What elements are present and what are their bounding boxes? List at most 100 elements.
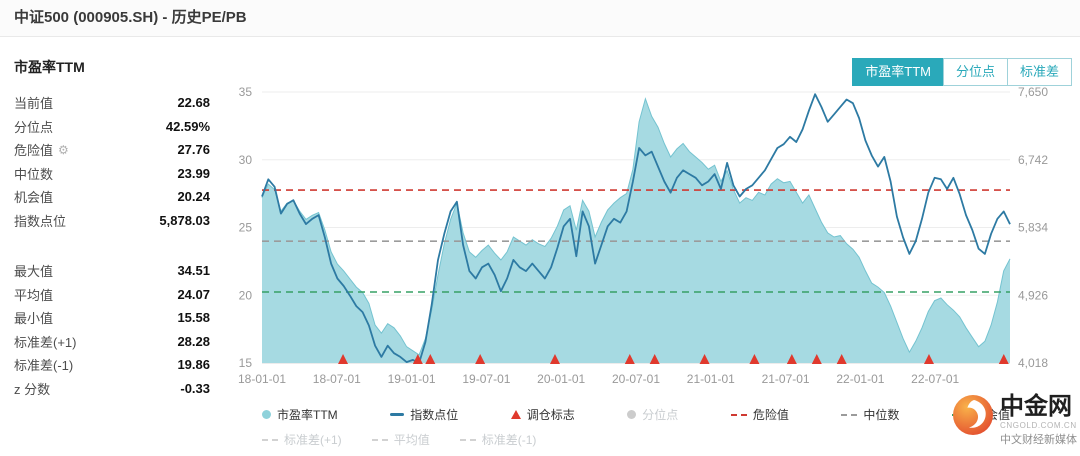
stat-row: 机会值 20.24 xyxy=(14,185,210,209)
stat-row: z 分数 -0.33 xyxy=(14,377,210,401)
legend-label: 指数点位 xyxy=(410,408,459,422)
rebalance-marker xyxy=(836,354,847,364)
dash-icon xyxy=(841,413,858,416)
legend-label: 市盈率TTM xyxy=(277,408,338,422)
y-axis-right-label: 7,650 xyxy=(1018,85,1048,99)
x-axis-label: 22-01-01 xyxy=(836,372,884,386)
stats-group-main: 当前值 22.68 分位点 42.59% 危险值 ⚙ 27.76 中位数 23.99 机会值 20.… xyxy=(14,91,210,232)
dash-icon xyxy=(730,413,747,416)
tab-stddev[interactable]: 标准差 xyxy=(1006,58,1072,86)
stat-row: 中位数 23.99 xyxy=(14,162,210,186)
x-axis-label: 20-07-01 xyxy=(612,372,660,386)
stat-label: 最大值 xyxy=(14,264,54,280)
stat-row: 危险值 ⚙ 27.76 xyxy=(14,138,210,162)
rebalance-marker xyxy=(624,354,635,364)
legend-item-percentile[interactable]: 分位点 xyxy=(627,406,678,423)
x-axis-label: 18-01-01 xyxy=(238,372,286,386)
legend-row-secondary: 标准差(+1) 平均值 标准差(-1) xyxy=(262,431,1010,448)
rebalance-marker xyxy=(649,354,660,364)
rebalance-marker xyxy=(549,354,560,364)
watermark-brand: 中金网 xyxy=(1000,393,1072,420)
y-axis-right-label: 6,742 xyxy=(1018,153,1048,167)
dash-icon xyxy=(459,438,476,441)
stat-label: 中位数 xyxy=(14,166,54,182)
rebalance-marker xyxy=(749,354,760,364)
legend-label: 分位点 xyxy=(642,408,679,422)
x-axis-label: 19-01-01 xyxy=(388,372,436,386)
rebalance-marker xyxy=(425,354,436,364)
triangle-icon xyxy=(510,410,521,419)
settings-gear-icon[interactable]: ⚙ xyxy=(58,142,69,157)
rebalance-marker xyxy=(475,354,486,364)
tab-percentile[interactable]: 分位点 xyxy=(942,58,1008,86)
rebalance-marker xyxy=(699,354,710,364)
y-axis-left-label: 25 xyxy=(239,221,253,235)
legend-label: 标准差(+1) xyxy=(284,433,342,447)
watermark-text: 中金网 CNGOLD.COM.CN 中文财经新媒体 xyxy=(1000,394,1077,447)
stat-value: 15.58 xyxy=(177,310,210,326)
y-axis-left-label: 30 xyxy=(239,153,253,167)
stat-value: 19.86 xyxy=(177,357,210,373)
stat-label: 标准差(+1) xyxy=(14,334,77,350)
stat-label: 指数点位 xyxy=(14,213,67,229)
watermark-slogan: 中文财经新媒体 xyxy=(1000,434,1077,446)
stat-label: z 分数 xyxy=(14,381,51,397)
watermark: 中金网 CNGOLD.COM.CN 中文财经新媒体 xyxy=(952,394,1077,447)
stat-value: -0.33 xyxy=(180,380,210,396)
legend-label: 平均值 xyxy=(393,433,430,447)
stat-row: 分位点 42.59% xyxy=(14,115,210,139)
rebalance-marker xyxy=(811,354,822,364)
stat-label: 平均值 xyxy=(14,287,54,303)
rebalance-marker xyxy=(998,354,1009,364)
stat-row: 平均值 24.07 xyxy=(14,283,210,307)
stat-value: 27.76 xyxy=(177,142,210,158)
x-axis-label: 18-07-01 xyxy=(313,372,361,386)
dash-icon xyxy=(262,438,278,441)
y-axis-left-label: 15 xyxy=(239,356,253,370)
pe-ttm-area-edge xyxy=(261,97,1011,356)
rebalance-marker xyxy=(338,354,349,364)
cngold-flame-logo-icon xyxy=(953,395,993,435)
legend-item-index-points[interactable]: 指数点位 xyxy=(390,406,458,423)
stats-group-extremes: 最大值 34.51 平均值 24.07 最小值 15.58 标准差(+1) 28.28 标准差(… xyxy=(14,259,210,400)
x-axis-label: 21-01-01 xyxy=(687,372,735,386)
stat-row: 标准差(+1) 28.28 xyxy=(14,330,210,354)
stat-value: 22.68 xyxy=(177,95,210,111)
legend-item-danger[interactable]: 危险值 xyxy=(730,406,789,423)
legend-item-pe-ttm[interactable]: 市盈率TTM xyxy=(262,406,338,423)
stat-row: 指数点位 5,878.03 xyxy=(14,209,210,233)
legend-label: 标准差(-1) xyxy=(481,433,537,447)
x-axis-label: 19-07-01 xyxy=(462,372,510,386)
stat-row: 当前值 22.68 xyxy=(14,91,210,115)
page-header: 中证500 (000905.SH) - 历史PE/PB xyxy=(0,0,1080,37)
legend-item-mean[interactable]: 平均值 xyxy=(371,431,430,448)
stat-value: 42.59% xyxy=(165,118,210,134)
stat-label: 最小值 xyxy=(14,311,54,327)
legend-item-std-plus-1[interactable]: 标准差(+1) xyxy=(262,431,342,448)
stat-label: 分位点 xyxy=(14,119,54,135)
stats-panel-title: 市盈率TTM xyxy=(14,59,85,75)
stat-label: 危险值 ⚙ xyxy=(14,142,69,159)
index-line xyxy=(261,93,1011,364)
line-icon xyxy=(390,413,405,416)
x-axis-label: 22-07-01 xyxy=(911,372,959,386)
stat-label: 标准差(-1) xyxy=(14,358,74,374)
y-axis-left-label: 35 xyxy=(239,85,253,99)
legend-item-std-minus-1[interactable]: 标准差(-1) xyxy=(459,431,537,448)
legend-item-median[interactable]: 中位数 xyxy=(841,406,899,423)
x-axis-label: 21-07-01 xyxy=(762,372,810,386)
pe-ttm-area xyxy=(262,98,1010,364)
stat-value: 5,878.03 xyxy=(159,212,210,228)
y-axis-right-label: 4,926 xyxy=(1018,288,1048,302)
legend-item-rebalance[interactable]: 调仓标志 xyxy=(510,406,575,423)
circle-icon xyxy=(627,410,637,419)
y-axis-right-label: 5,834 xyxy=(1018,221,1048,235)
stat-row: 最大值 34.51 xyxy=(14,259,210,283)
dash-icon xyxy=(371,438,388,441)
legend-label: 中位数 xyxy=(863,408,900,422)
watermark-domain: CNGOLD.COM.CN xyxy=(1000,421,1077,430)
stat-value: 20.24 xyxy=(177,189,210,205)
stat-value: 24.07 xyxy=(177,286,210,302)
